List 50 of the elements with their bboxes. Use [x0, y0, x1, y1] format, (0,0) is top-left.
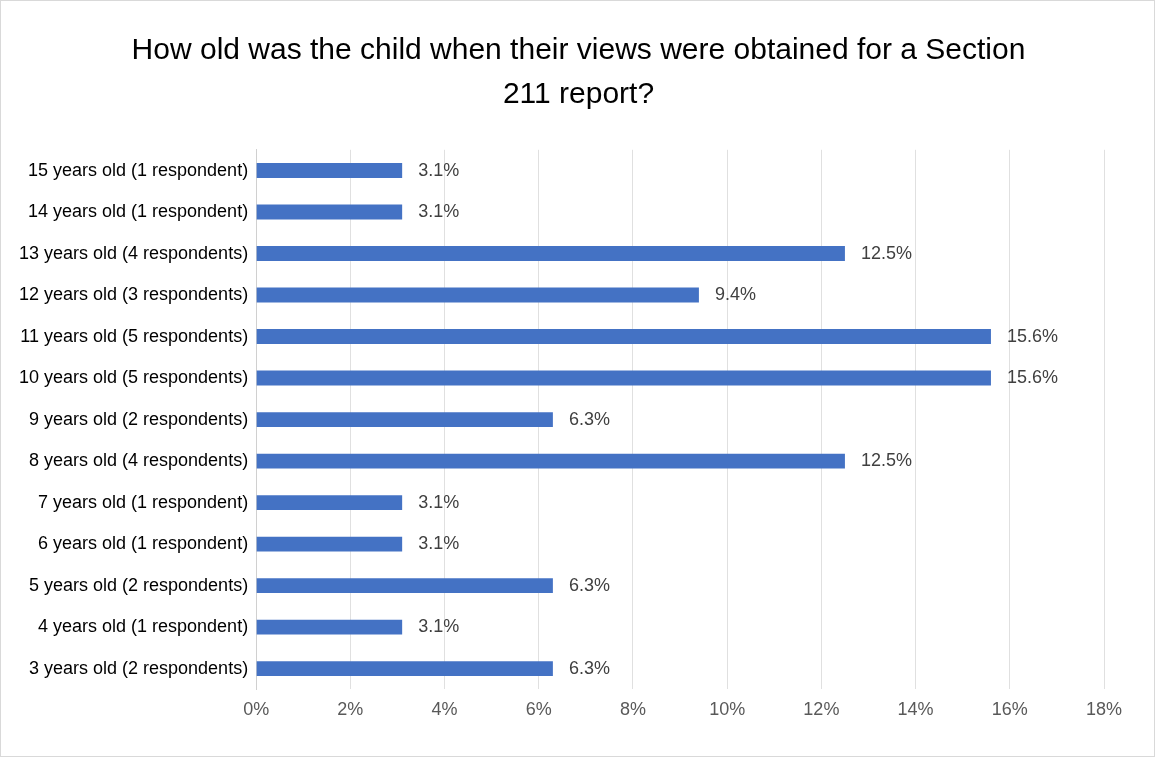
y-tick-label: 4 years old (1 respondent) [38, 616, 249, 637]
bar [256, 578, 553, 594]
data-label: 6.3% [568, 408, 610, 429]
y-tick-label: 3 years old (2 respondents) [29, 657, 249, 678]
x-tick-label: 18% [1085, 699, 1123, 720]
x-tick-label: 4% [431, 699, 458, 720]
bar [256, 453, 845, 469]
bar [256, 287, 699, 303]
data-label: 9.4% [714, 284, 756, 305]
data-label: 3.1% [418, 533, 460, 554]
x-tick-label: 6% [525, 699, 552, 720]
x-tick-label: 14% [897, 699, 934, 720]
bar [256, 370, 991, 386]
chart-title: How old was the child when their views were obtained for a Section 211 report? [131, 31, 1026, 111]
data-label: 3.1% [418, 159, 460, 180]
bar [256, 619, 403, 635]
data-label: 15.6% [1006, 325, 1058, 346]
y-tick-label: 15 years old (1 respondent) [27, 159, 249, 180]
data-label: 3.1% [418, 201, 460, 222]
x-tick-label: 8% [619, 699, 646, 720]
data-label: 6.3% [568, 574, 610, 595]
bar [256, 329, 991, 345]
x-tick-label: 16% [991, 699, 1028, 720]
data-label: 3.1% [418, 616, 460, 637]
data-label: 12.5% [860, 242, 912, 263]
y-tick-label: 6 years old (1 respondent) [38, 533, 249, 554]
bar [256, 495, 403, 511]
y-tick-label: 14 years old (1 respondent) [27, 201, 249, 222]
y-tick-label: 7 years old (1 respondent) [38, 491, 249, 512]
bar [256, 536, 403, 552]
y-tick-label: 8 years old (4 respondents) [29, 450, 249, 471]
y-tick-label: 10 years old (5 respondents) [18, 367, 249, 388]
bar [256, 412, 553, 428]
y-tick-label: 9 years old (2 respondents) [29, 408, 249, 429]
data-label: 3.1% [418, 491, 460, 512]
x-tick-label: 10% [709, 699, 746, 720]
bar [256, 246, 845, 262]
bar [256, 204, 403, 220]
bar [256, 661, 553, 677]
bar [256, 163, 403, 179]
x-tick-label: 12% [803, 699, 840, 720]
y-tick-label: 5 years old (2 respondents) [29, 574, 249, 595]
y-tick-label: 12 years old (3 respondents) [18, 284, 249, 305]
y-tick-label: 13 years old (4 respondents) [18, 242, 249, 263]
x-tick-label: 2% [337, 699, 364, 720]
x-tick-label: 0% [243, 699, 270, 720]
y-tick-label: 11 years old (5 respondents) [20, 325, 249, 346]
data-label: 12.5% [860, 450, 912, 471]
data-label: 6.3% [568, 657, 610, 678]
data-label: 15.6% [1006, 367, 1058, 388]
